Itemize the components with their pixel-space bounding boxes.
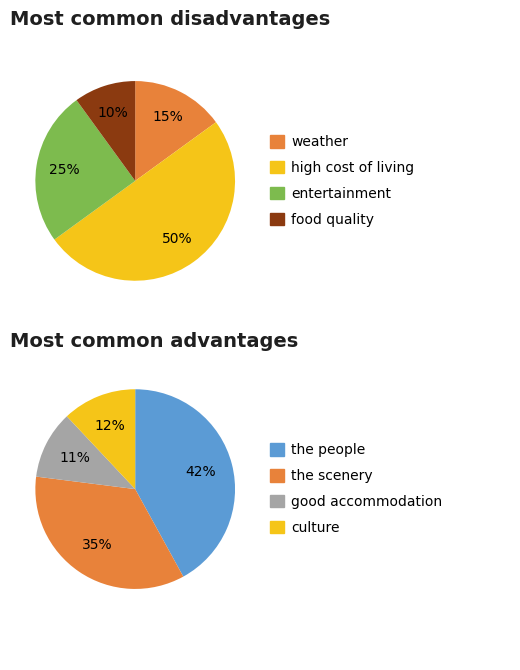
Wedge shape [35, 476, 183, 589]
Text: 25%: 25% [49, 163, 80, 177]
Text: Most common advantages: Most common advantages [10, 332, 298, 350]
Wedge shape [55, 122, 235, 281]
Text: 11%: 11% [59, 452, 90, 465]
Text: 12%: 12% [95, 419, 126, 433]
Text: 50%: 50% [162, 232, 193, 246]
Wedge shape [76, 81, 135, 181]
Text: Most common disadvantages: Most common disadvantages [10, 10, 331, 29]
Wedge shape [36, 416, 135, 489]
Text: 42%: 42% [186, 465, 216, 479]
Text: 15%: 15% [152, 110, 183, 124]
Wedge shape [67, 389, 135, 489]
Wedge shape [135, 389, 235, 577]
Text: 35%: 35% [82, 538, 112, 552]
Text: 10%: 10% [98, 106, 128, 119]
Legend: weather, high cost of living, entertainment, food quality: weather, high cost of living, entertainm… [270, 135, 414, 226]
Wedge shape [135, 81, 216, 181]
Wedge shape [35, 100, 135, 240]
Legend: the people, the scenery, good accommodation, culture: the people, the scenery, good accommodat… [270, 444, 443, 535]
